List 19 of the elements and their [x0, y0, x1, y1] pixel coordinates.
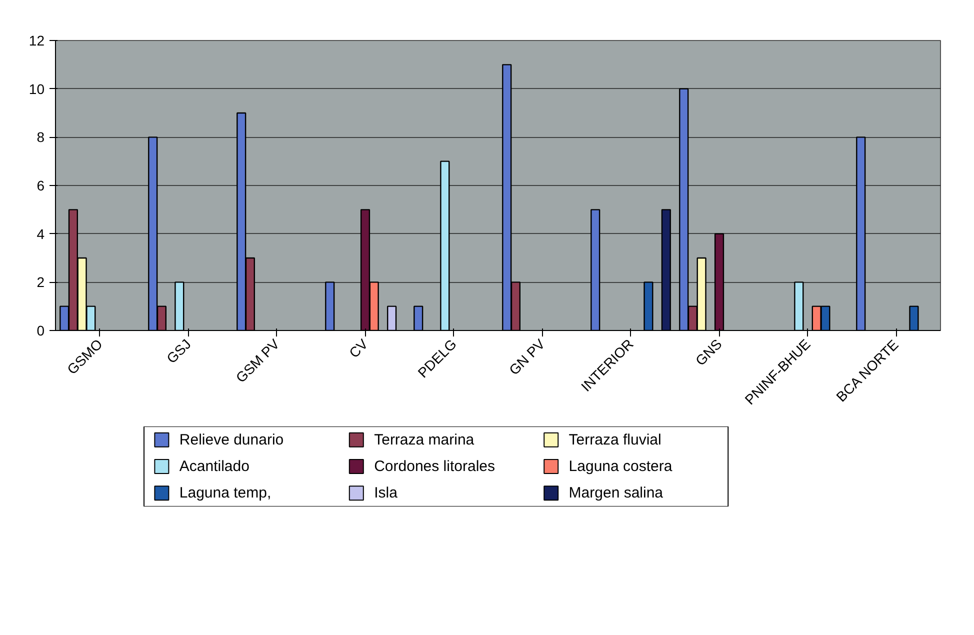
y-tick-label: 12 — [28, 32, 45, 48]
x-tick-label: CV — [346, 335, 372, 361]
legend-label: Acantilado — [179, 458, 250, 475]
legend-label: Margen salina — [568, 484, 664, 502]
y-tick-label: 6 — [36, 178, 45, 194]
y-tick-label: 8 — [36, 129, 45, 146]
legend-label: Terraza marina — [374, 431, 475, 448]
legend-label: Cordones litorales — [374, 458, 496, 475]
y-tick-label: 10 — [28, 80, 45, 97]
x-tick-label: GN PV — [506, 335, 548, 378]
y-tick-label: 4 — [36, 226, 45, 242]
legend-label: Laguna costera — [568, 458, 673, 475]
legend-label: Terraza fluvial — [568, 431, 662, 448]
y-tick-label: 2 — [36, 274, 45, 290]
legend-label: Isla — [374, 484, 398, 502]
x-tick-label: GSJ — [163, 336, 194, 366]
y-tick-label: 0 — [36, 322, 45, 338]
legend-label: Laguna temp, — [179, 484, 272, 502]
legend-label: Relieve dunario — [179, 431, 284, 448]
